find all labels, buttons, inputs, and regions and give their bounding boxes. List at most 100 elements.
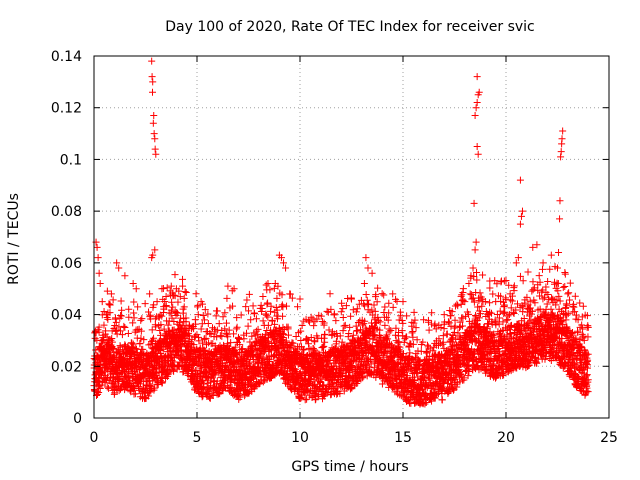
data-point xyxy=(182,318,190,326)
data-point xyxy=(174,298,182,306)
data-point xyxy=(242,303,250,311)
data-point xyxy=(125,305,133,313)
data-point xyxy=(244,322,252,330)
data-point xyxy=(160,325,168,333)
data-point xyxy=(245,290,253,298)
data-point xyxy=(556,297,564,305)
data-point xyxy=(362,291,370,299)
data-point xyxy=(149,336,157,344)
data-point xyxy=(216,390,224,398)
data-point xyxy=(96,385,104,393)
data-point xyxy=(168,314,176,322)
data-point xyxy=(236,393,244,401)
data-point xyxy=(118,306,126,314)
data-point xyxy=(198,320,206,328)
data-point xyxy=(381,321,389,329)
data-point xyxy=(171,271,179,279)
data-point xyxy=(234,380,242,388)
data-point xyxy=(233,323,241,331)
data-point xyxy=(249,302,257,310)
data-point xyxy=(157,378,165,386)
data-point xyxy=(243,296,251,304)
data-point xyxy=(233,314,241,322)
data-point xyxy=(106,301,114,309)
data-point xyxy=(112,318,120,326)
data-point xyxy=(202,334,210,342)
data-point xyxy=(310,322,318,330)
data-point xyxy=(381,303,389,311)
data-point xyxy=(219,313,227,321)
data-point xyxy=(190,325,198,333)
data-point xyxy=(121,324,129,332)
data-point xyxy=(374,284,382,292)
data-point xyxy=(134,303,142,311)
data-point xyxy=(231,343,239,351)
data-point xyxy=(247,316,255,324)
data-point xyxy=(510,282,518,290)
grid-layer xyxy=(94,56,609,418)
data-point xyxy=(116,327,124,335)
data-point xyxy=(168,298,176,306)
data-point xyxy=(138,315,146,323)
data-point xyxy=(118,331,126,339)
data-point xyxy=(476,289,484,297)
data-point xyxy=(204,320,212,328)
data-point xyxy=(139,361,147,369)
data-point xyxy=(456,324,464,332)
data-point xyxy=(158,379,166,387)
data-point xyxy=(378,290,386,298)
data-point xyxy=(539,265,546,273)
data-point xyxy=(152,323,160,331)
data-point xyxy=(108,338,116,346)
data-point xyxy=(223,294,231,302)
data-point xyxy=(162,301,170,309)
data-point xyxy=(339,305,347,313)
data-point xyxy=(403,312,411,320)
data-point xyxy=(167,306,175,314)
data-point xyxy=(236,341,244,349)
data-point xyxy=(252,315,260,323)
data-point xyxy=(94,390,102,398)
data-point xyxy=(95,328,103,336)
data-point xyxy=(319,343,327,351)
data-points-layer xyxy=(90,57,592,408)
data-point xyxy=(524,268,532,276)
data-point xyxy=(218,327,226,335)
data-point xyxy=(466,290,474,298)
data-point xyxy=(103,383,111,391)
data-point xyxy=(137,327,145,335)
data-point xyxy=(174,309,182,317)
data-point xyxy=(347,312,355,320)
data-point xyxy=(194,301,202,309)
data-point xyxy=(153,298,161,306)
data-point xyxy=(264,299,272,307)
data-point xyxy=(148,326,156,334)
data-point xyxy=(246,358,254,366)
data-point xyxy=(529,286,537,294)
data-point xyxy=(543,300,551,308)
data-point xyxy=(171,351,179,359)
data-point xyxy=(555,292,563,300)
data-point xyxy=(131,390,139,398)
data-point xyxy=(170,318,178,326)
data-point xyxy=(235,390,243,398)
data-point xyxy=(561,282,569,290)
data-point xyxy=(264,279,272,287)
data-point xyxy=(266,286,274,294)
data-point xyxy=(425,326,433,334)
data-point xyxy=(380,291,388,299)
data-point xyxy=(201,306,209,314)
data-point xyxy=(225,326,233,334)
data-point xyxy=(410,308,418,316)
data-point xyxy=(443,330,451,338)
data-point xyxy=(170,367,178,375)
data-point xyxy=(365,300,373,308)
data-point xyxy=(479,271,487,279)
data-point xyxy=(197,325,205,333)
data-point xyxy=(561,270,569,278)
data-point xyxy=(129,319,137,327)
data-point xyxy=(125,313,133,321)
data-point xyxy=(104,315,112,323)
